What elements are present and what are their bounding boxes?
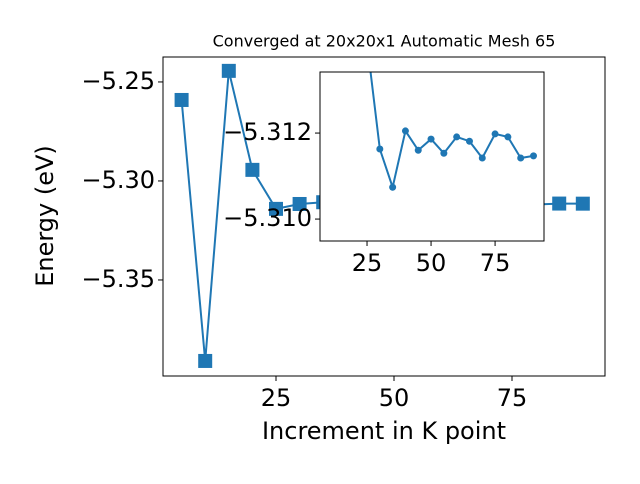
x-tick-label: 75 — [497, 384, 528, 412]
marker — [269, 201, 284, 216]
marker — [198, 353, 213, 368]
axes-frame — [162, 56, 606, 377]
marker — [575, 196, 590, 211]
y-tick-label: −5.30 — [81, 166, 155, 194]
x-tick-label: 25 — [352, 249, 383, 277]
marker — [174, 92, 189, 107]
y-tick-label: −5.310 — [223, 204, 312, 232]
marker — [478, 154, 486, 162]
chart-title: Converged at 20x20x1 Automatic Mesh 65 — [213, 32, 556, 51]
x-tick-label: 25 — [261, 384, 292, 412]
marker — [504, 133, 512, 141]
marker — [414, 146, 422, 154]
marker — [465, 137, 473, 145]
marker — [529, 152, 537, 160]
marker — [401, 127, 409, 135]
y-tick-label: −5.35 — [81, 265, 155, 293]
marker — [552, 196, 567, 211]
marker — [491, 130, 499, 138]
x-tick-label: 50 — [379, 384, 410, 412]
marker — [427, 135, 435, 143]
axes-background — [320, 72, 544, 241]
axes-frame — [319, 71, 545, 242]
x-axis-label: Increment in K point — [262, 417, 506, 445]
marker — [440, 149, 448, 157]
marker — [389, 183, 397, 191]
y-tick-label: −5.25 — [81, 67, 155, 95]
marker — [221, 63, 236, 78]
marker — [453, 133, 461, 141]
marker — [245, 162, 260, 177]
y-axis-label: Energy (eV) — [31, 145, 59, 287]
marker — [517, 154, 525, 162]
marker — [376, 145, 384, 153]
x-tick-label: 75 — [480, 249, 511, 277]
y-tick-label: −5.312 — [223, 118, 312, 146]
plot-area — [369, 72, 537, 191]
x-tick-label: 50 — [416, 249, 447, 277]
marker — [292, 196, 307, 211]
